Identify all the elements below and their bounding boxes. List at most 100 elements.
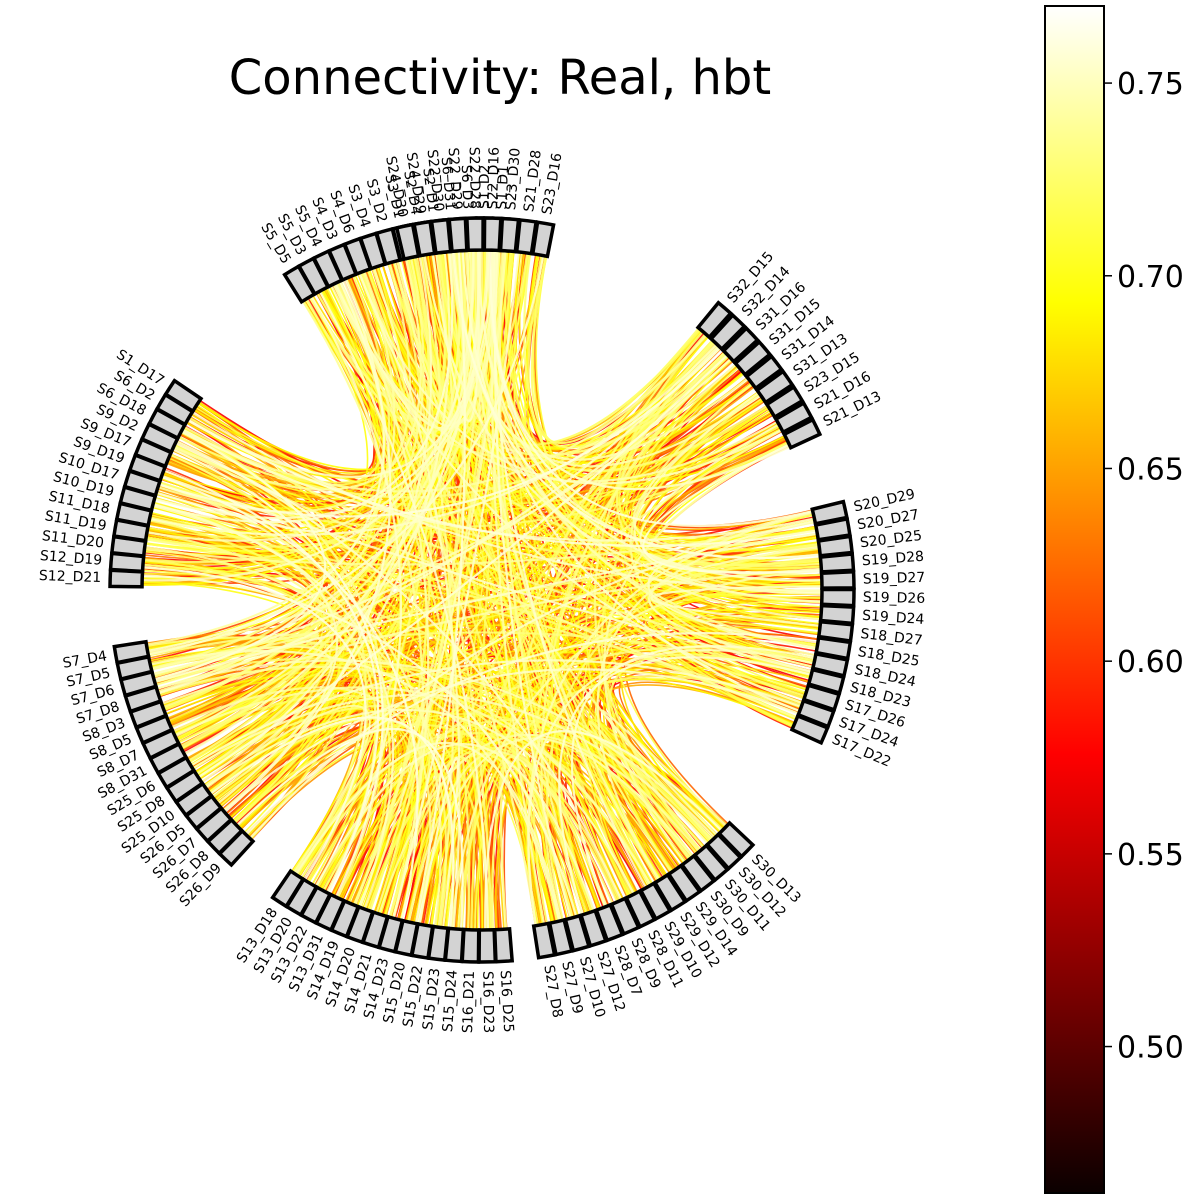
connection-link bbox=[396, 260, 455, 928]
connection-link bbox=[470, 251, 514, 930]
connection-link bbox=[142, 566, 367, 881]
node-S19_D28 bbox=[818, 552, 856, 574]
connection-link bbox=[294, 741, 562, 921]
connection-link bbox=[147, 255, 545, 652]
connection-link bbox=[642, 443, 822, 575]
node-S16_D21 bbox=[460, 927, 481, 964]
node-S25_D8 bbox=[164, 768, 205, 804]
node-S7_D8 bbox=[123, 684, 163, 714]
connection-link bbox=[248, 519, 816, 840]
connection-links bbox=[141, 249, 823, 931]
node-S28_D7 bbox=[594, 902, 625, 943]
node-S25_D6 bbox=[156, 755, 197, 790]
connection-link bbox=[154, 532, 818, 683]
node-label: S22_D16 bbox=[485, 147, 503, 210]
connection-link bbox=[358, 272, 783, 485]
connection-link bbox=[197, 354, 729, 779]
connection-link bbox=[149, 343, 718, 536]
node-label: S15_D24 bbox=[440, 969, 461, 1032]
node-S8_D5 bbox=[134, 713, 175, 746]
node-S28_D9 bbox=[609, 896, 641, 937]
node-S5_D5 bbox=[282, 264, 317, 305]
connection-link bbox=[157, 262, 412, 513]
node-S18_D25 bbox=[814, 635, 853, 661]
node-S14_D21 bbox=[360, 909, 390, 950]
node-label: S19_D27 bbox=[863, 570, 926, 588]
node-S30_D12 bbox=[704, 832, 743, 872]
connection-link bbox=[596, 520, 816, 881]
node-label: S21_D28 bbox=[521, 149, 545, 213]
node-S21_D13 bbox=[781, 417, 823, 450]
connection-link bbox=[211, 717, 448, 928]
node-label: S12_D21 bbox=[39, 568, 102, 586]
colorbar-tick-label: 0.50 bbox=[1117, 1031, 1184, 1066]
node-S29_D12 bbox=[652, 872, 688, 913]
node-ring bbox=[108, 216, 856, 964]
connection-link bbox=[191, 411, 823, 593]
connection-link bbox=[489, 250, 813, 528]
node-S26_D5 bbox=[183, 793, 224, 831]
node-S27_D10 bbox=[563, 913, 592, 953]
connection-link bbox=[484, 729, 723, 931]
connection-link bbox=[186, 250, 490, 478]
node-S29_D14 bbox=[666, 863, 703, 904]
node-S4_D6 bbox=[342, 236, 373, 277]
colorbar: 0.50 0.55 0.60 0.65 0.70 0.75 bbox=[1044, 5, 1184, 1194]
node-label: S19_D26 bbox=[863, 590, 926, 607]
connection-link bbox=[334, 282, 803, 705]
connection-link bbox=[451, 251, 821, 559]
node-S14_D19 bbox=[329, 898, 361, 939]
node-S14_D20 bbox=[344, 904, 375, 945]
connection-link bbox=[461, 250, 801, 713]
connection-link bbox=[322, 646, 815, 892]
node-S30_D11 bbox=[692, 843, 730, 883]
node-S16_D23 bbox=[477, 927, 498, 964]
node-S13_D31 bbox=[313, 892, 347, 933]
node-S26_D7 bbox=[194, 805, 234, 844]
connection-link bbox=[190, 659, 802, 767]
node-S15_D24 bbox=[443, 926, 466, 964]
connection-link bbox=[418, 756, 460, 928]
node-S20_D27 bbox=[813, 516, 852, 542]
colorbar-ticks: 0.50 0.55 0.60 0.65 0.70 0.75 bbox=[1104, 67, 1184, 1066]
colorbar-tick-label: 0.55 bbox=[1117, 838, 1184, 873]
node-label: S12_D19 bbox=[39, 548, 102, 569]
node-S8_D7 bbox=[140, 727, 182, 761]
connection-link bbox=[150, 257, 425, 670]
node-label: S2_D1 bbox=[419, 167, 441, 213]
connection-link bbox=[156, 659, 716, 839]
node-label: S16_D25 bbox=[497, 970, 517, 1033]
node-S32_D15 bbox=[695, 300, 734, 340]
node-label: S19_D28 bbox=[861, 549, 924, 570]
node-S9_D2 bbox=[139, 421, 180, 455]
connection-link bbox=[360, 271, 493, 930]
node-label: S7_D4 bbox=[62, 648, 109, 671]
colorbar-tick-label: 0.75 bbox=[1117, 67, 1184, 102]
connection-link bbox=[160, 475, 419, 921]
node-label: S16_D21 bbox=[460, 971, 478, 1034]
node-S9_D19 bbox=[127, 452, 168, 483]
node-S23_D15 bbox=[764, 384, 805, 420]
connection-link bbox=[158, 346, 722, 518]
node-S1_D17 bbox=[163, 378, 204, 414]
connection-link bbox=[144, 521, 816, 566]
node-S27_D9 bbox=[547, 917, 574, 957]
connection-link bbox=[172, 448, 384, 898]
node-label: S1_D1 bbox=[494, 165, 512, 210]
node-S15_D22 bbox=[409, 921, 435, 961]
node-S31_D16 bbox=[721, 325, 760, 364]
node-S11_D20 bbox=[109, 534, 148, 558]
connection-link bbox=[152, 631, 812, 677]
connection-link bbox=[492, 250, 647, 889]
node-S28_D11 bbox=[624, 888, 657, 930]
connection-link bbox=[244, 632, 819, 836]
connection-link bbox=[431, 249, 480, 422]
node-S6_D2 bbox=[154, 392, 195, 427]
node-S18_D24 bbox=[810, 651, 850, 678]
node-S26_D9 bbox=[217, 828, 256, 868]
node-S17_D26 bbox=[801, 683, 842, 713]
connection-link bbox=[173, 258, 422, 491]
node-S13_D18 bbox=[270, 868, 306, 909]
colorbar-tick-label: 0.70 bbox=[1117, 260, 1184, 295]
